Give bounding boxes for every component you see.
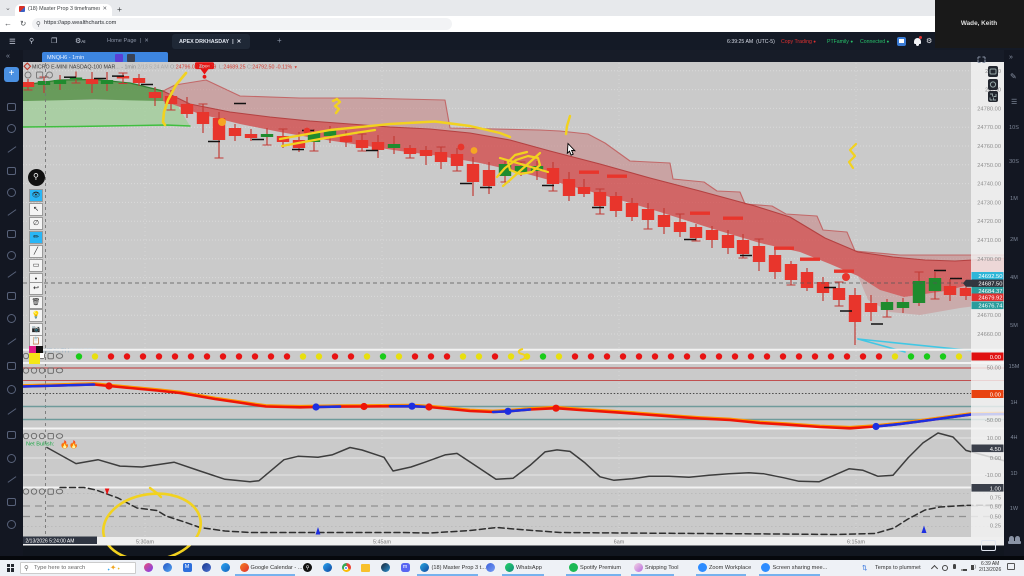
svg-text:4.50: 4.50 <box>990 447 1001 453</box>
svg-text:24670.00: 24670.00 <box>977 313 1001 319</box>
svg-text:Zone: Zone <box>199 64 210 70</box>
svg-text:6am: 6am <box>614 540 625 546</box>
svg-text:0.00: 0.00 <box>990 456 1001 462</box>
svg-text:24750.00: 24750.00 <box>977 163 1001 169</box>
svg-text:L:24689.25 C:24792.50 -0.11% ▼: L:24689.25 C:24792.50 -0.11% ▼ <box>219 64 298 70</box>
svg-text:0.50: 0.50 <box>990 515 1001 521</box>
svg-text:WEALTHCHARTS: WEALTHCHARTS <box>42 348 97 355</box>
svg-text:0.00: 0.00 <box>990 355 1001 361</box>
svg-text:24692.50: 24692.50 <box>978 274 1002 280</box>
svg-text:1.00: 1.00 <box>990 486 1001 492</box>
svg-text:🔥🔥: 🔥🔥 <box>60 440 79 449</box>
svg-text:-10.00: -10.00 <box>985 473 1001 479</box>
svg-text:5:45am: 5:45am <box>373 540 391 546</box>
svg-text:24760.00: 24760.00 <box>977 144 1001 150</box>
svg-text:2/13/2026 5:24:00 AM: 2/13/2026 5:24:00 AM <box>26 538 75 544</box>
svg-text:24679.92: 24679.92 <box>978 296 1002 302</box>
svg-text:24730.00: 24730.00 <box>977 200 1001 206</box>
svg-text:24676.74: 24676.74 <box>978 304 1003 310</box>
svg-text:0.75: 0.75 <box>990 496 1001 502</box>
svg-text:24710.00: 24710.00 <box>977 238 1001 244</box>
svg-text:0.00: 0.00 <box>990 393 1001 399</box>
svg-text:Net Bullish:: Net Bullish: <box>26 442 55 448</box>
svg-text:24700.00: 24700.00 <box>977 257 1001 263</box>
svg-text:24720.00: 24720.00 <box>977 219 1001 225</box>
svg-text:24684.37: 24684.37 <box>978 289 1002 295</box>
svg-text:0.25: 0.25 <box>990 524 1001 530</box>
svg-text:50.00: 50.00 <box>987 366 1001 372</box>
svg-text:-50.00: -50.00 <box>985 418 1001 424</box>
svg-text:6:15am: 6:15am <box>847 540 865 546</box>
svg-text:MICRO E-MINI NASDAQ-100 MAR...: MICRO E-MINI NASDAQ-100 MAR... - 1min 2/… <box>32 64 216 70</box>
svg-text:0.50: 0.50 <box>990 505 1001 511</box>
svg-text:24770.00: 24770.00 <box>977 125 1001 131</box>
svg-text:24660.00: 24660.00 <box>977 332 1001 338</box>
svg-text:24687.50: 24687.50 <box>978 282 1002 288</box>
svg-text:24780.00: 24780.00 <box>977 106 1001 112</box>
svg-text:24790: 24790 <box>985 88 1001 94</box>
svg-text:10.00: 10.00 <box>987 436 1001 442</box>
svg-text:5:30am: 5:30am <box>136 540 154 546</box>
svg-text:24740.00: 24740.00 <box>977 182 1001 188</box>
